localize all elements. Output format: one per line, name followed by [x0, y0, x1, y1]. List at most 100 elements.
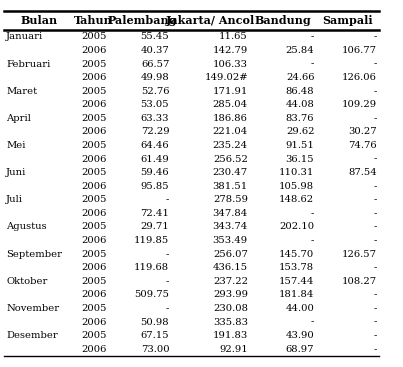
Text: Palembang: Palembang: [107, 15, 177, 26]
Text: November: November: [6, 304, 59, 313]
Text: 145.70: 145.70: [279, 250, 314, 259]
Text: Tahun: Tahun: [74, 15, 113, 26]
Text: -: -: [374, 222, 377, 232]
Text: 73.00: 73.00: [141, 345, 169, 354]
Text: 87.54: 87.54: [348, 168, 377, 177]
Text: 83.76: 83.76: [286, 114, 314, 123]
Text: Maret: Maret: [6, 87, 37, 96]
Text: -: -: [374, 32, 377, 41]
Text: 72.41: 72.41: [140, 209, 169, 218]
Text: 49.98: 49.98: [141, 73, 169, 82]
Text: 110.31: 110.31: [279, 168, 314, 177]
Text: Oktober: Oktober: [6, 277, 48, 286]
Text: Januari: Januari: [6, 32, 43, 41]
Text: 108.27: 108.27: [342, 277, 377, 286]
Text: -: -: [374, 317, 377, 327]
Text: 61.49: 61.49: [141, 155, 169, 164]
Text: 285.04: 285.04: [213, 100, 248, 109]
Text: 230.47: 230.47: [213, 168, 248, 177]
Text: 74.76: 74.76: [348, 141, 377, 150]
Text: 2005: 2005: [81, 141, 106, 150]
Text: 2005: 2005: [81, 222, 106, 232]
Text: 256.52: 256.52: [213, 155, 248, 164]
Text: 142.79: 142.79: [213, 46, 248, 55]
Text: 353.49: 353.49: [213, 236, 248, 245]
Text: -: -: [311, 317, 314, 327]
Text: 2006: 2006: [81, 127, 106, 137]
Text: 119.68: 119.68: [134, 263, 169, 272]
Text: 149.02#: 149.02#: [204, 73, 248, 82]
Text: 2006: 2006: [81, 46, 106, 55]
Text: 2005: 2005: [81, 32, 106, 41]
Text: 106.77: 106.77: [342, 46, 377, 55]
Text: 68.97: 68.97: [286, 345, 314, 354]
Text: -: -: [374, 59, 377, 69]
Text: -: -: [374, 195, 377, 204]
Text: 55.45: 55.45: [141, 32, 169, 41]
Text: 237.22: 237.22: [213, 277, 248, 286]
Text: Sampali: Sampali: [322, 15, 373, 26]
Text: -: -: [374, 114, 377, 123]
Text: 181.84: 181.84: [279, 290, 314, 299]
Text: Desember: Desember: [6, 331, 58, 340]
Text: -: -: [311, 236, 314, 245]
Text: 2005: 2005: [81, 277, 106, 286]
Text: 24.66: 24.66: [286, 73, 314, 82]
Text: 2005: 2005: [81, 59, 106, 69]
Text: 2006: 2006: [81, 155, 106, 164]
Text: 2006: 2006: [81, 290, 106, 299]
Text: -: -: [311, 59, 314, 69]
Text: September: September: [6, 250, 62, 259]
Text: 52.76: 52.76: [141, 87, 169, 96]
Text: 278.59: 278.59: [213, 195, 248, 204]
Text: 30.27: 30.27: [348, 127, 377, 137]
Text: 293.99: 293.99: [213, 290, 248, 299]
Text: 2005: 2005: [81, 304, 106, 313]
Text: 221.04: 221.04: [213, 127, 248, 137]
Text: 186.86: 186.86: [213, 114, 248, 123]
Text: 67.15: 67.15: [141, 331, 169, 340]
Text: -: -: [374, 263, 377, 272]
Text: 343.74: 343.74: [213, 222, 248, 232]
Text: 2006: 2006: [81, 100, 106, 109]
Text: 2005: 2005: [81, 331, 106, 340]
Text: -: -: [374, 236, 377, 245]
Text: 86.48: 86.48: [286, 87, 314, 96]
Text: Mei: Mei: [6, 141, 25, 150]
Text: 126.57: 126.57: [342, 250, 377, 259]
Text: -: -: [374, 304, 377, 313]
Text: -: -: [166, 195, 169, 204]
Text: 2006: 2006: [81, 182, 106, 191]
Text: 72.29: 72.29: [141, 127, 169, 137]
Text: 2005: 2005: [81, 87, 106, 96]
Text: 191.83: 191.83: [213, 331, 248, 340]
Text: 106.33: 106.33: [213, 59, 248, 69]
Text: 91.51: 91.51: [285, 141, 314, 150]
Text: 2005: 2005: [81, 250, 106, 259]
Text: 44.00: 44.00: [285, 304, 314, 313]
Text: 105.98: 105.98: [279, 182, 314, 191]
Text: 202.10: 202.10: [279, 222, 314, 232]
Text: -: -: [374, 182, 377, 191]
Text: -: -: [374, 155, 377, 164]
Text: 157.44: 157.44: [279, 277, 314, 286]
Text: 53.05: 53.05: [141, 100, 169, 109]
Text: Agustus: Agustus: [6, 222, 47, 232]
Text: -: -: [311, 32, 314, 41]
Text: 63.33: 63.33: [141, 114, 169, 123]
Text: 43.90: 43.90: [286, 331, 314, 340]
Text: -: -: [374, 331, 377, 340]
Text: 235.24: 235.24: [213, 141, 248, 150]
Text: 2006: 2006: [81, 263, 106, 272]
Text: 2005: 2005: [81, 168, 106, 177]
Text: 95.85: 95.85: [141, 182, 169, 191]
Text: Jakarta/ Ancol: Jakarta/ Ancol: [166, 15, 255, 26]
Text: 2006: 2006: [81, 317, 106, 327]
Text: 2006: 2006: [81, 73, 106, 82]
Text: 25.84: 25.84: [286, 46, 314, 55]
Text: 2006: 2006: [81, 345, 106, 354]
Text: 50.98: 50.98: [141, 317, 169, 327]
Text: 230.08: 230.08: [213, 304, 248, 313]
Text: 335.83: 335.83: [213, 317, 248, 327]
Text: -: -: [374, 209, 377, 218]
